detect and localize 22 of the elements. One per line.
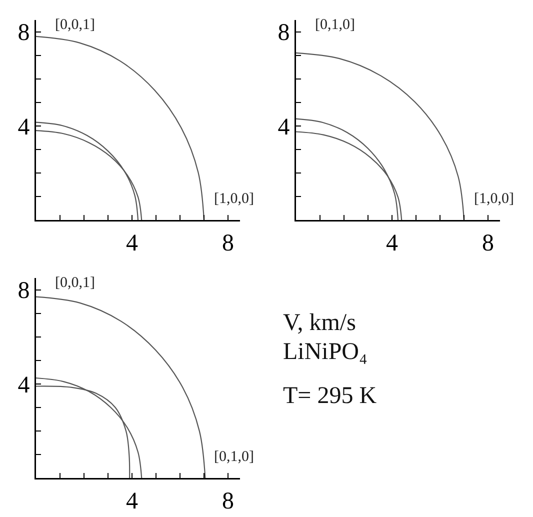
line-series bbox=[296, 52, 465, 220]
line-series bbox=[36, 377, 142, 478]
text: V, km/s bbox=[283, 310, 356, 336]
x-tick-label: 4 bbox=[126, 230, 138, 256]
y-tick-label: 8 bbox=[18, 20, 30, 46]
y-tick-label: 4 bbox=[18, 114, 30, 140]
x-tick-label: 4 bbox=[386, 230, 398, 256]
annotation: [0,1,0] bbox=[214, 449, 254, 465]
x-tick-label: 8 bbox=[222, 230, 234, 256]
line-series bbox=[36, 36, 205, 220]
x-tick-label: 8 bbox=[482, 230, 494, 256]
y-tick-label: 4 bbox=[18, 372, 30, 398]
annotation: [0,1,0] bbox=[315, 17, 355, 33]
annotation: [1,0,0] bbox=[474, 191, 514, 207]
text: LiNiPO₄ bbox=[283, 339, 368, 365]
annotation: [0,0,1] bbox=[55, 275, 95, 291]
line-series bbox=[36, 296, 206, 478]
annotation: [1,0,0] bbox=[214, 191, 254, 207]
annotation: [0,0,1] bbox=[55, 17, 95, 33]
text: T= 295 K bbox=[283, 383, 378, 409]
line-series bbox=[296, 118, 399, 220]
y-tick-label: 8 bbox=[18, 278, 30, 304]
